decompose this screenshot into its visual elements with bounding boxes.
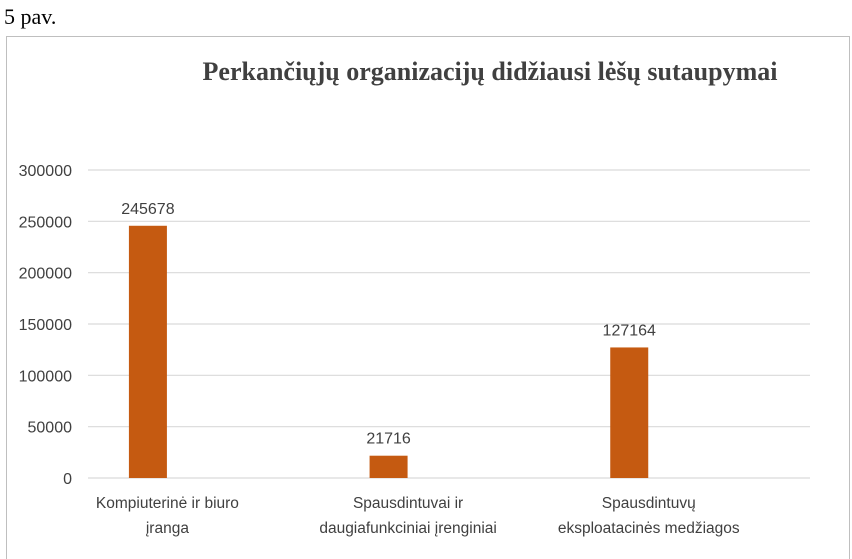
y-tick-label-150000: 150000 [19, 317, 72, 334]
data-label-3: 127164 [603, 322, 656, 339]
category-label-3-line-2: eksploatacinės medžiagos [558, 520, 740, 537]
category-label-3-line-1: Spausdintuvų [602, 495, 696, 512]
chart-frame [6, 36, 850, 559]
category-label-1-line-1: Kompiuterinė ir biuro [96, 495, 239, 512]
y-tick-label-300000: 300000 [19, 163, 72, 180]
bar-2 [369, 455, 408, 478]
y-tick-label-250000: 250000 [19, 214, 72, 231]
y-tick-label-50000: 50000 [28, 420, 73, 437]
y-tick-label-200000: 200000 [19, 266, 72, 283]
data-label-2: 21716 [366, 431, 411, 448]
y-tick-label-100000: 100000 [19, 368, 72, 385]
chart-title: Perkančiųjų organizacijų didžiausi lėšų … [203, 57, 778, 86]
category-label-2-line-2: daugiafunkciniai įrenginiai [319, 520, 497, 537]
category-label-2-line-1: Spausdintuvai ir [353, 495, 463, 512]
bar-1 [128, 225, 167, 478]
y-tick-label-0: 0 [63, 471, 72, 488]
figure-caption: 5 pav. [4, 4, 57, 29]
data-label-1: 245678 [121, 201, 174, 218]
bar-3 [610, 347, 649, 478]
category-label-1-line-2: įranga [146, 520, 189, 537]
